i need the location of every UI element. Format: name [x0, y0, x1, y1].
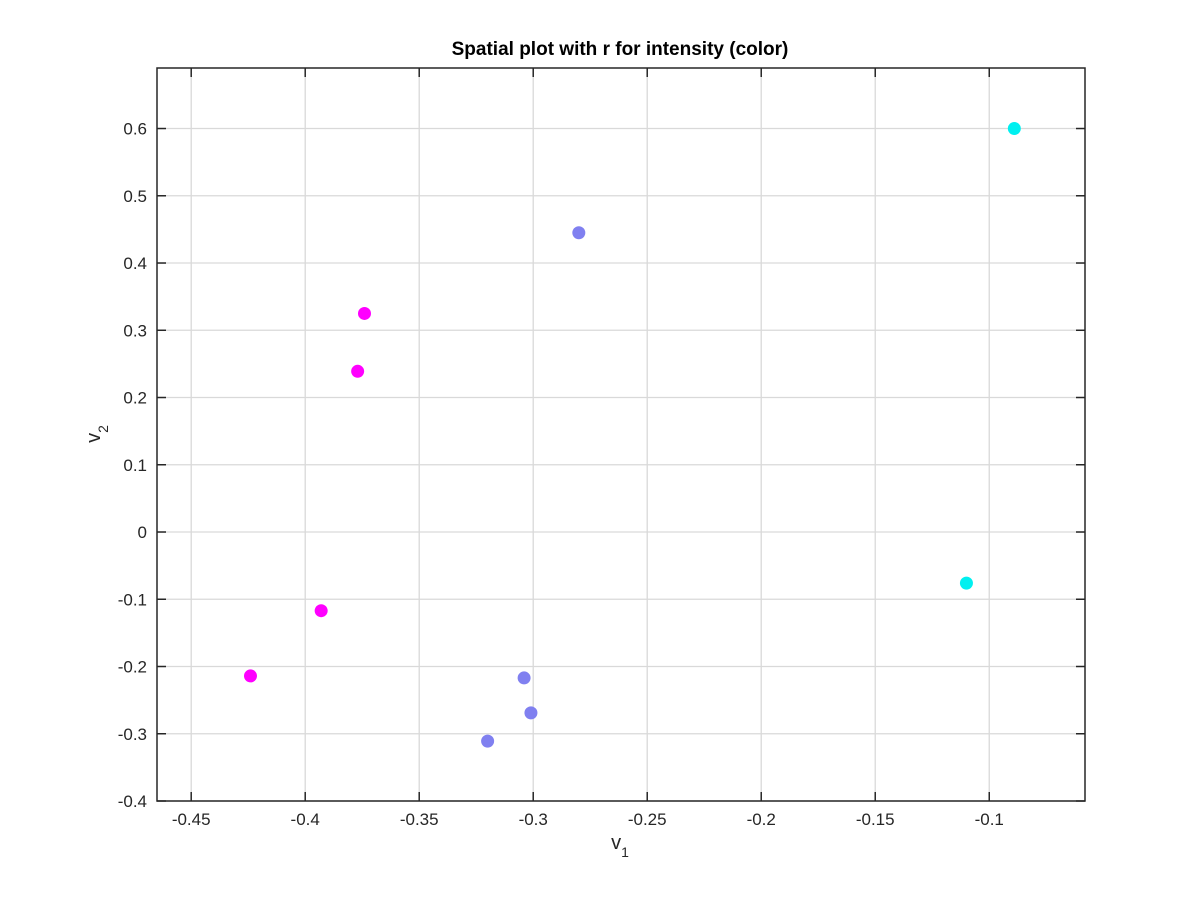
chart-title: Spatial plot with r for intensity (color… [452, 39, 789, 60]
x-tick-labels: -0.45 -0.4 -0.35 -0.3 -0.25 -0.2 -0.15 -0.1 [172, 810, 1004, 829]
data-point [351, 364, 365, 378]
y-axis-label-sub: 2 [95, 425, 111, 433]
data-point [959, 576, 973, 590]
axis-ticks [157, 68, 1085, 802]
y-axis-label: v2 [83, 425, 111, 443]
x-tick-label: -0.45 [172, 810, 211, 829]
grid-lines [157, 68, 1085, 802]
plot-frame [156, 67, 1086, 802]
y-tick-label: -0.2 [118, 658, 147, 677]
data-point [1007, 122, 1021, 136]
y-tick-label: -0.1 [118, 590, 147, 609]
x-tick-label: -0.15 [856, 810, 895, 829]
y-tick-label: 0.5 [123, 187, 147, 206]
y-tick-label: 0.6 [123, 120, 147, 139]
y-tick-label: -0.3 [118, 725, 147, 744]
y-tick-label: 0 [138, 523, 147, 542]
data-point [517, 671, 531, 685]
y-tick-label: -0.4 [118, 792, 147, 811]
y-tick-label: 0.1 [123, 456, 147, 475]
y-tick-label: 0.2 [123, 389, 147, 408]
y-axis-label-main: v [83, 433, 105, 443]
x-tick-label: -0.35 [400, 810, 439, 829]
y-tick-labels: -0.4 -0.3 -0.2 -0.1 0 0.1 0.2 0.3 0.4 0.5 0.6 [118, 120, 147, 811]
data-point [524, 706, 538, 720]
data-point [572, 226, 586, 240]
y-tick-label: 0.3 [123, 321, 147, 340]
x-tick-label: -0.25 [628, 810, 667, 829]
x-axis-label-main: v [611, 832, 621, 854]
data-point [314, 604, 328, 618]
x-tick-label: -0.2 [747, 810, 776, 829]
x-axis-label: v1 [611, 832, 629, 860]
x-tick-label: -0.1 [975, 810, 1004, 829]
data-points [243, 122, 1021, 748]
x-axis-label-sub: 1 [621, 844, 629, 860]
data-point [243, 669, 257, 683]
x-tick-label: -0.4 [291, 810, 320, 829]
data-point [481, 734, 495, 748]
y-tick-label: 0.4 [123, 254, 147, 273]
x-tick-label: -0.3 [519, 810, 548, 829]
data-point [357, 306, 371, 320]
